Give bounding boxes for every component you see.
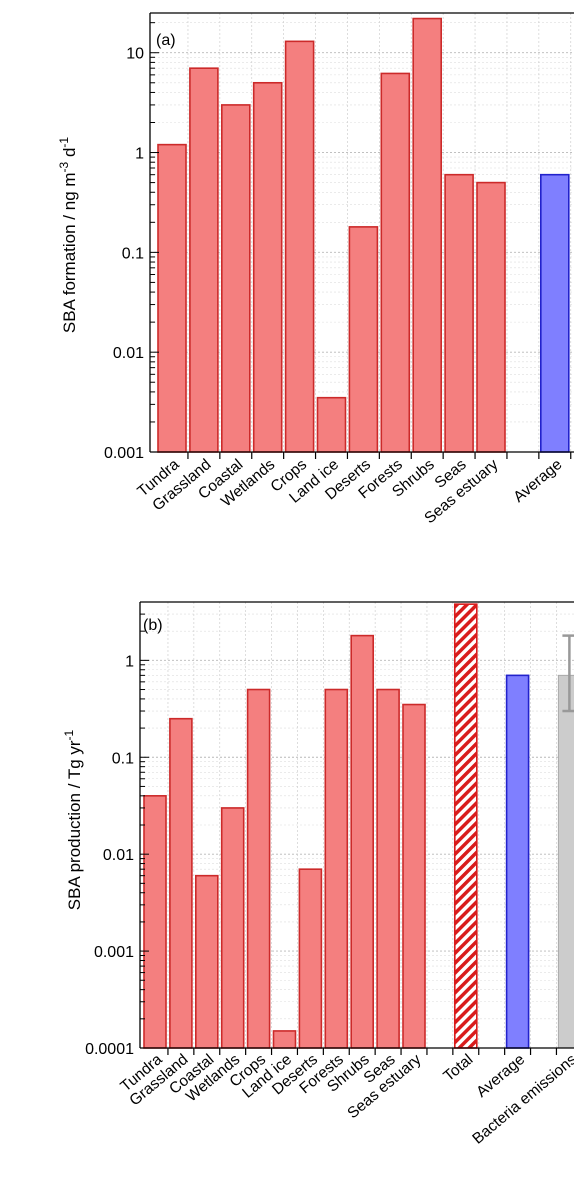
bar-land-ice <box>272 1030 297 1049</box>
bar-shrubs <box>412 17 443 453</box>
chart-a-bars <box>157 17 570 453</box>
bar-forests <box>324 688 349 1049</box>
chart-a-ylabel-main: SBA formation / ng m <box>60 172 79 333</box>
chart-a-panel-label: (a) <box>156 32 176 49</box>
y-tick-label: 0.0001 <box>85 1041 134 1058</box>
chart-a-ylabel-mid: d <box>60 148 79 162</box>
chart-a-axes <box>149 12 574 459</box>
bar-shrubs <box>350 634 375 1049</box>
y-tick-label: 0.01 <box>113 345 144 362</box>
bar-tundra <box>143 795 167 1049</box>
bar-crops <box>284 40 315 453</box>
chart-a-ylabel-sup2: -1 <box>57 137 71 148</box>
bar-seas-estuary <box>402 703 426 1049</box>
chart-b-panel-label: (b) <box>143 617 163 634</box>
bar-average <box>539 173 570 453</box>
x-category-label: Average <box>510 456 565 506</box>
bar-coastal <box>195 874 219 1049</box>
chart-b-bars <box>143 603 574 1049</box>
chart-b-axes <box>139 601 574 1055</box>
bar-forests <box>380 72 411 453</box>
chart-b-categories: TundraGrasslandCoastalWetlandsCropsLand … <box>117 1051 574 1148</box>
x-category-label: Total <box>440 1051 476 1085</box>
bar-tundra <box>157 143 187 453</box>
chart-b-ylabel: SBA production / Tg yr-1 <box>62 729 84 910</box>
bar-wetlands <box>252 81 283 453</box>
chart-b-ylabel-main: SBA production / Tg yr <box>65 740 84 910</box>
bar-deserts <box>348 226 379 453</box>
chart-b-ylabel-sup1: -1 <box>62 729 76 740</box>
y-tick-label: 0.1 <box>122 245 144 262</box>
y-tick-label: 1 <box>125 653 134 670</box>
chart-a: 0.001 0.01 0.1 1 10 TundraGrasslandCoastalWe… <box>57 12 574 527</box>
chart-a-categories: TundraGrasslandCoastalWetlandsCropsLand … <box>134 456 565 527</box>
y-tick-label: 0.001 <box>94 944 134 961</box>
bar-grassland <box>189 67 219 453</box>
bar-coastal <box>221 104 251 453</box>
chart-b-ticks: 0.0001 0.001 0.01 0.1 1 <box>85 653 134 1058</box>
bar-seas-estuary <box>476 181 506 453</box>
bar-total <box>453 603 478 1049</box>
y-tick-label: 10 <box>126 46 144 63</box>
chart-a-ylabel: SBA formation / ng m-3 d-1 <box>57 137 79 333</box>
bar-crops <box>246 688 271 1049</box>
y-tick-label: 0.001 <box>104 445 144 462</box>
chart-a-ylabel-sup1: -3 <box>57 161 71 172</box>
bar-grassland <box>169 717 193 1049</box>
bar-deserts <box>298 868 323 1049</box>
chart-a-ticks: 0.001 0.01 0.1 1 10 <box>104 46 144 462</box>
chart-b: 0.0001 0.001 0.01 0.1 1 TundraGrasslandCoast… <box>62 601 574 1148</box>
bar-wetlands <box>220 807 245 1049</box>
bar-land-ice <box>316 396 347 453</box>
bar-average <box>505 674 530 1049</box>
y-tick-label: 1 <box>135 146 144 163</box>
y-tick-label: 0.01 <box>103 847 134 864</box>
y-tick-label: 0.1 <box>112 750 134 767</box>
bar-seas <box>376 688 400 1049</box>
bar-bacteria-emissions <box>557 674 574 1049</box>
bar-seas <box>444 173 474 453</box>
